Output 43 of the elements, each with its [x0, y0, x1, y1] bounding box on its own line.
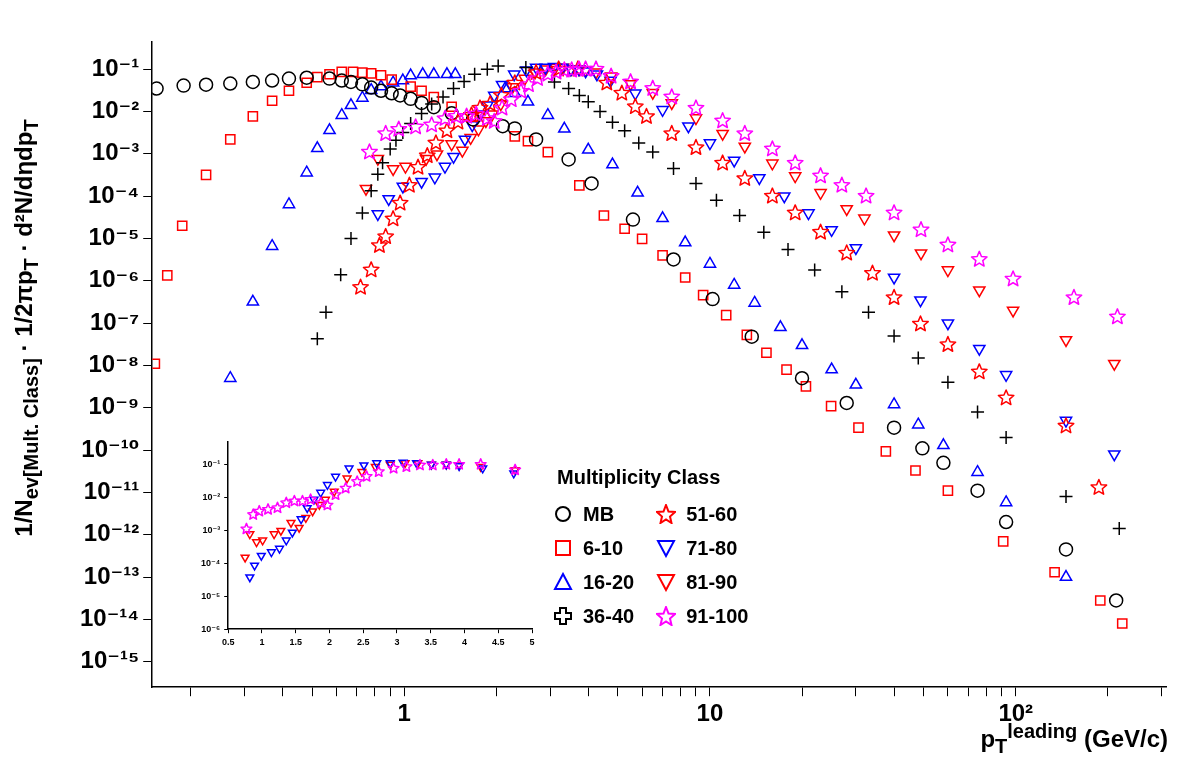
y-tick-label: 10⁻¹¹ [83, 477, 140, 505]
y-tick-label: 10⁻¹⁵ [80, 646, 140, 674]
y-tick-label: 10⁻⁶ [88, 265, 140, 293]
legend-label: 81-90 [686, 570, 738, 594]
x-tick-label: 0.5 [221, 637, 235, 648]
x-tick-label: 3 [394, 637, 400, 648]
y-tick-label: 10⁻³ [91, 138, 140, 166]
y-tick-label: 10⁻¹ [91, 53, 140, 81]
y-tick-label: 10⁻¹ [202, 458, 221, 469]
x-tick-label: 2.5 [356, 637, 370, 648]
x-tick-label: 1 [397, 699, 411, 727]
legend-label: 71-80 [686, 536, 738, 560]
x-tick-label: 4.5 [491, 637, 505, 648]
x-axis-title: p$_{T}$$^{leading}$ (GeV/c) [980, 720, 1168, 757]
y-tick-label: 10⁻⁴ [200, 557, 221, 568]
legend-label: 6-10 [583, 536, 624, 560]
legend-label: 91-100 [686, 604, 749, 628]
y-tick-label: 10⁻⁸ [88, 350, 140, 378]
y-tick-label: 10⁻² [202, 491, 221, 502]
y-tick-label: 10⁻¹⁰ [81, 434, 140, 462]
y-tick-label: 10⁻⁹ [88, 392, 140, 420]
y-tick-label: 10⁻⁷ [89, 307, 140, 335]
x-tick-label: 5 [529, 637, 535, 648]
x-tick-label: 10 [696, 699, 724, 727]
y-tick-label: 10⁻¹⁴ [79, 604, 140, 632]
legend-label: 36-40 [583, 604, 635, 628]
x-tick-label: 4 [461, 637, 467, 648]
y-tick-label: 10⁻⁶ [201, 623, 221, 634]
y-tick-label: 10⁻⁵ [88, 223, 140, 251]
legend-label: 51-60 [686, 502, 738, 526]
y-tick-label: 10⁻⁵ [201, 590, 221, 601]
legend-label: 16-20 [583, 570, 635, 594]
y-tick-label: 10⁻⁴ [87, 180, 140, 208]
x-tick-label: 3.5 [424, 637, 437, 648]
x-tick-label: 1.5 [289, 637, 302, 648]
y-tick-label: 10⁻³ [202, 524, 221, 535]
y-tick-label: 10⁻¹² [83, 519, 140, 547]
legend-title: Multiplicity Class [557, 466, 722, 489]
y-tick-label: 10⁻² [91, 96, 140, 124]
x-tick-label: 2 [326, 637, 332, 648]
legend-label: MB [583, 502, 615, 526]
y-tick-label: 10⁻¹³ [83, 561, 140, 589]
x-tick-label: 1 [259, 637, 265, 648]
